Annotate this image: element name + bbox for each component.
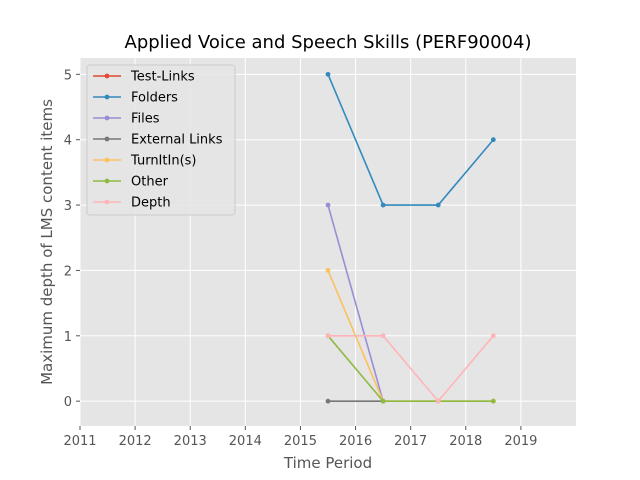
axis-ticks: 2011 2012 2013 2014 2015 2016 2017 2018 2019 0 1 2 3…	[63, 68, 537, 449]
y-tick-label: 4	[64, 134, 72, 149]
series-line-files	[327, 204, 384, 402]
series-line-other	[327, 335, 494, 402]
legend: Test-Links Folders Files External Links Turn…	[86, 64, 236, 216]
x-tick-label: 2016	[339, 434, 372, 449]
data-point-turnitin-s	[325, 268, 331, 273]
series-line-depth	[328, 334, 494, 402]
x-tick-label: 2014	[229, 434, 262, 449]
data-point-folders	[325, 71, 331, 77]
legend-item-test-links: Test-Links	[93, 70, 195, 85]
data-point-depth	[325, 333, 331, 339]
y-tick-label: 3	[64, 199, 72, 214]
x-tick-label: 2011	[63, 434, 96, 449]
legend-swatch-marker	[104, 157, 110, 163]
legend-item-files: Files	[93, 112, 160, 127]
data-point-other	[490, 398, 496, 404]
data-point-other	[380, 398, 386, 404]
legend-label: Depth	[131, 196, 171, 211]
legend-swatch-marker	[104, 73, 110, 79]
legend-label: Other	[131, 175, 169, 190]
data-point-folders	[380, 202, 386, 208]
series-depth	[325, 333, 496, 404]
chart-title: Applied Voice and Speech Skills (PERF900…	[125, 32, 532, 53]
y-tick-label: 0	[64, 395, 72, 410]
series-line-folders	[327, 74, 494, 206]
data-point-external-links	[325, 398, 331, 404]
data-point-files	[325, 202, 331, 208]
legend-label: TurnItIn(s)	[130, 154, 196, 169]
legend-swatch-marker	[104, 115, 110, 121]
legend-swatch-marker	[104, 178, 110, 184]
data-point-depth	[380, 333, 386, 339]
x-axis-title: Time Period	[283, 454, 372, 472]
data-point-folders	[435, 202, 441, 208]
data-point-depth	[435, 398, 441, 404]
y-tick-label: 5	[64, 68, 72, 83]
legend-swatch-marker	[104, 136, 110, 142]
legend-item-other: Other	[93, 175, 169, 190]
x-tick-label: 2012	[119, 434, 152, 449]
x-tick-label: 2019	[504, 434, 537, 449]
x-tick-label: 2013	[174, 434, 207, 449]
y-tick-label: 2	[64, 264, 72, 279]
data-point-depth	[490, 333, 496, 339]
legend-item-depth: Depth	[93, 196, 171, 211]
x-tick-label: 2015	[284, 434, 317, 449]
y-tick-label: 1	[64, 330, 72, 345]
legend-label: External Links	[131, 133, 223, 148]
legend-swatch-marker	[104, 94, 110, 100]
series-lines	[325, 71, 496, 404]
series-folders	[325, 71, 496, 208]
legend-item-folders: Folders	[93, 91, 178, 106]
legend-label: Files	[131, 112, 160, 127]
legend-swatch-marker	[104, 199, 110, 205]
legend-label: Folders	[131, 91, 178, 106]
x-tick-label: 2018	[449, 434, 482, 449]
legend-item-turnitin-s: TurnItIn(s)	[93, 154, 196, 169]
legend-box	[86, 64, 236, 216]
legend-label: Test-Links	[130, 70, 195, 85]
x-tick-label: 2017	[394, 434, 427, 449]
y-axis-title: Maximum depth of LMS content items	[38, 99, 56, 385]
data-point-folders	[490, 137, 496, 143]
legend-item-external-links: External Links	[93, 133, 223, 148]
